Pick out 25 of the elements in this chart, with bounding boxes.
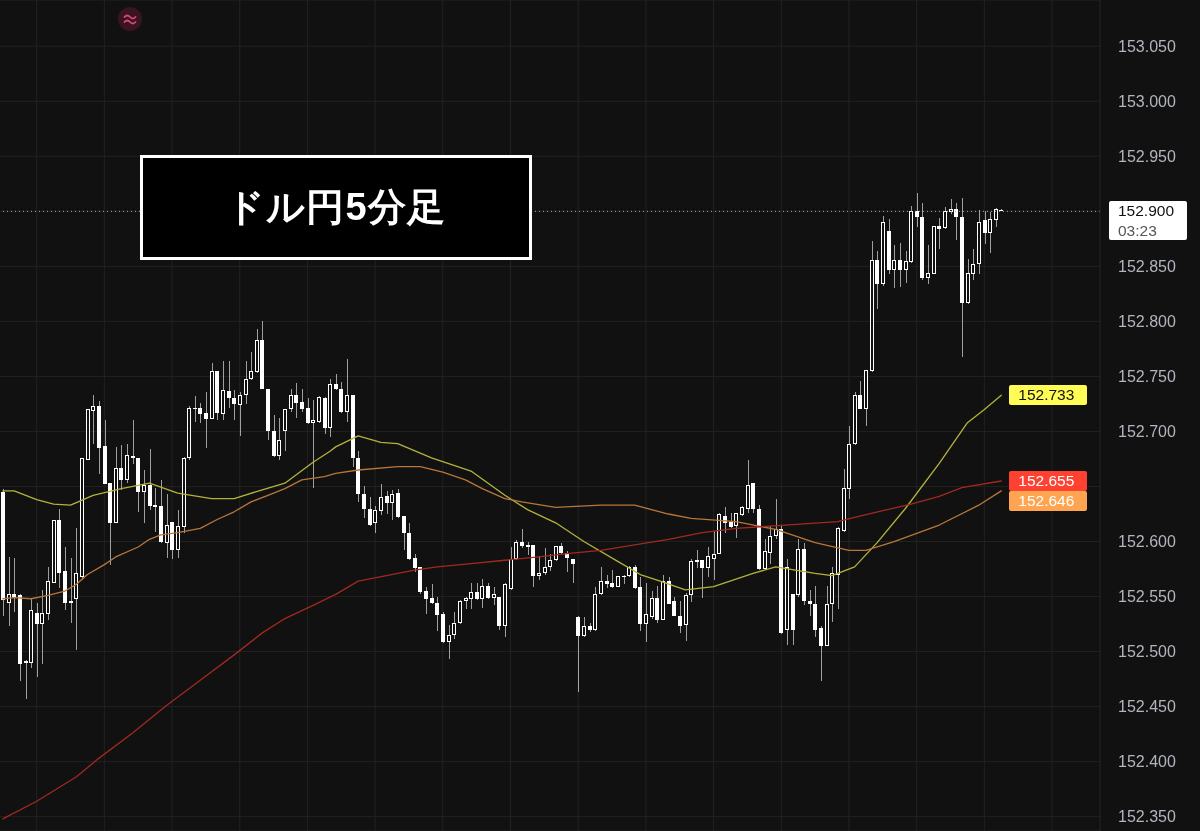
line-series: [2, 480, 1002, 820]
ref-line-label: 152.900: [1118, 201, 1176, 222]
y-tick-label: 152.550: [1118, 588, 1176, 606]
title-frame: ドル円5分足: [140, 155, 532, 260]
price-tag: 152.646: [1009, 491, 1088, 511]
price-tag: 152.733: [1009, 385, 1088, 406]
line-series: [2, 394, 1002, 591]
data-label: 152.733: [1018, 385, 1076, 406]
data-label: 152.655: [1018, 471, 1076, 491]
y-tick-label: 152.400: [1118, 753, 1176, 771]
y-tick-label: 152.750: [1118, 368, 1176, 386]
y-tick-label: 153.050: [1118, 37, 1176, 55]
y-tick-label: 152.350: [1118, 808, 1176, 826]
y-tick-label: 152.950: [1118, 147, 1176, 165]
line-series: [2, 466, 1002, 600]
y-tick-label: 153.000: [1118, 92, 1176, 110]
y-tick-label: 152.800: [1118, 313, 1176, 331]
y-tick-label: 152.450: [1118, 698, 1176, 716]
price-tag: 152.900 03:23: [1109, 201, 1187, 241]
y-tick-label: 152.500: [1118, 643, 1176, 661]
data-label: 152.646: [1018, 491, 1076, 511]
y-tick-label: 152.600: [1118, 533, 1176, 551]
price-tag: 152.655: [1009, 471, 1088, 491]
y-tick-label: 152.700: [1118, 423, 1176, 441]
y-tick-label: 152.850: [1118, 258, 1176, 276]
